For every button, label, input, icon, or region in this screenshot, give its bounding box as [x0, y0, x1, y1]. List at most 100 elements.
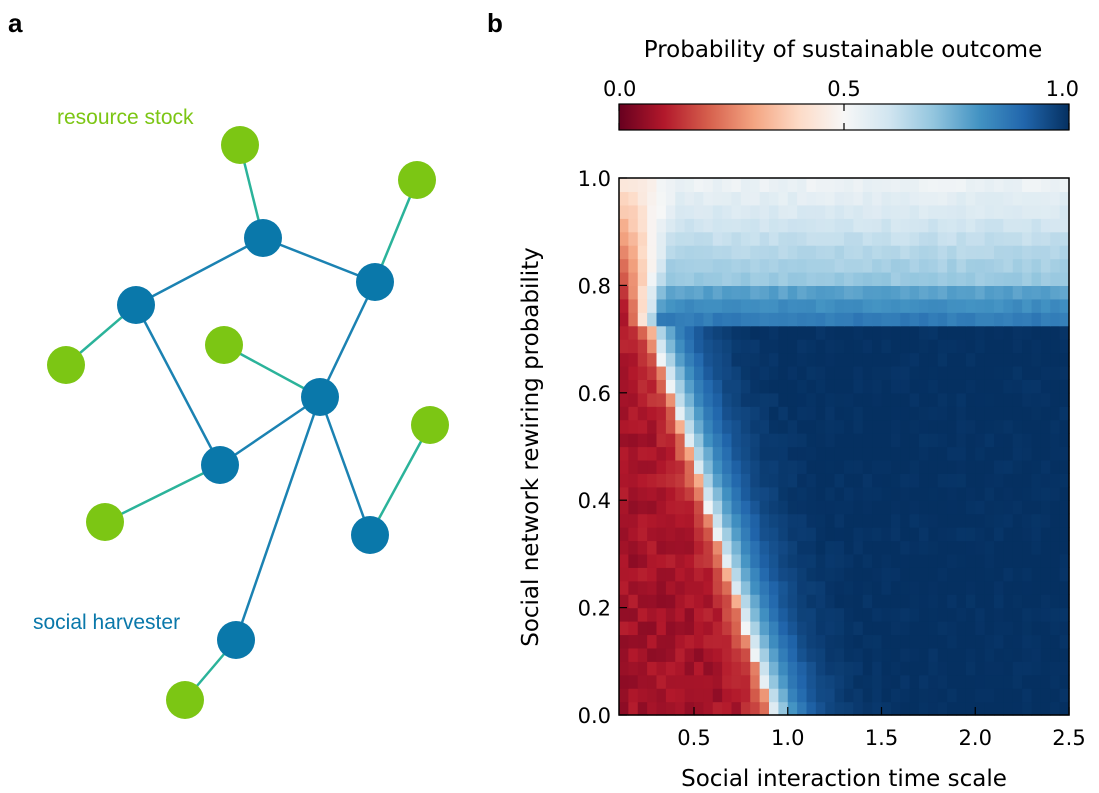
heatmap-cell [628, 486, 639, 501]
heatmap-cell [834, 312, 845, 327]
heatmap-cell [937, 634, 948, 649]
heatmap-cell [834, 527, 845, 542]
heatmap-cell [787, 500, 798, 515]
heatmap-cell [628, 433, 639, 448]
heatmap-cell [881, 580, 892, 595]
heatmap-cell [722, 191, 733, 206]
heatmap-cell [1050, 218, 1061, 233]
heatmap-cell [937, 406, 948, 421]
heatmap-cell [740, 580, 751, 595]
heatmap-cell [759, 567, 770, 582]
heatmap-cell [778, 285, 789, 300]
heatmap-cell [834, 258, 845, 273]
heatmap-cell [900, 178, 911, 193]
heatmap-cell [862, 285, 873, 300]
heatmap-cell [731, 245, 742, 260]
heatmap-cell [694, 473, 704, 488]
harvester-node [351, 516, 389, 554]
heatmap-cell [740, 419, 751, 434]
heatmap-cell [825, 419, 836, 434]
heatmap-cell [815, 178, 826, 193]
heatmap-cell [1040, 513, 1051, 528]
heatmap-cell [731, 446, 742, 461]
heatmap-cell [825, 433, 836, 448]
heatmap-cell [984, 218, 995, 233]
heatmap-cell [806, 285, 817, 300]
heatmap-cell [656, 365, 667, 380]
heatmap-cell [984, 540, 995, 555]
heatmap-cell [1031, 433, 1042, 448]
heatmap-cell [1040, 285, 1051, 300]
heatmap-cell [900, 245, 911, 260]
heatmap-cell [984, 298, 995, 313]
heatmap-cell [694, 392, 704, 407]
heatmap-cell [1022, 473, 1033, 488]
heatmap-cell [994, 553, 1004, 568]
heatmap-cell [825, 325, 836, 340]
heatmap-cell [703, 365, 714, 380]
heatmap-cell [806, 553, 817, 568]
heatmap-cell [787, 446, 798, 461]
heatmap-cell [628, 527, 639, 542]
heatmap-cell [853, 419, 864, 434]
heatmap-cell [881, 446, 892, 461]
heatmap-cell [712, 285, 723, 300]
heatmap-cell [665, 218, 676, 233]
heatmap-cell [815, 486, 826, 501]
heatmap-cell [1003, 419, 1014, 434]
heatmap-cell [1022, 567, 1033, 582]
heatmap-cell [975, 285, 986, 300]
heatmap-cell [965, 392, 976, 407]
heatmap-cell [694, 433, 704, 448]
heatmap-cell [1040, 553, 1051, 568]
heatmap-cell [862, 540, 873, 555]
heatmap-cell [703, 553, 714, 568]
heatmap-cell [928, 352, 939, 367]
heatmap-cell [890, 446, 901, 461]
heatmap-cell [1012, 701, 1023, 716]
heatmap-cell [984, 406, 995, 421]
heatmap-cell [1003, 553, 1014, 568]
heatmap-cell [665, 433, 676, 448]
heatmap-cell [703, 392, 714, 407]
heatmap-cell [1050, 594, 1061, 609]
heatmap-cell [731, 285, 742, 300]
heatmap-cell [956, 647, 967, 662]
heatmap-cell [731, 258, 742, 273]
heatmap-cell [872, 446, 883, 461]
heatmap-cell [769, 258, 779, 273]
heatmap-cell [731, 365, 742, 380]
heatmap-cell [994, 312, 1004, 327]
heatmap-cell [965, 178, 976, 193]
heatmap-cell [769, 285, 779, 300]
heatmap-cell [778, 298, 789, 313]
heatmap-cell [1050, 500, 1061, 515]
heatmap-cell [712, 621, 723, 636]
colorbar-tick-label: 1.0 [1046, 77, 1079, 101]
heatmap-cell [994, 473, 1004, 488]
heatmap-cell [665, 285, 676, 300]
heatmap-cell [956, 419, 967, 434]
heatmap-cell [900, 258, 911, 273]
heatmap-cell [1022, 540, 1033, 555]
heatmap-cell [1040, 379, 1051, 394]
heatmap-cell [834, 178, 845, 193]
heatmap-cell [881, 352, 892, 367]
heatmap-cell [928, 688, 939, 703]
heatmap-cell [1031, 325, 1042, 340]
heatmap-cell [797, 392, 808, 407]
heatmap-cell [665, 607, 676, 622]
heatmap-cell [1022, 500, 1033, 515]
heatmap-cell [975, 204, 986, 219]
heatmap-cell [759, 258, 770, 273]
heatmap-cell [750, 285, 761, 300]
heatmap-cell [1050, 258, 1061, 273]
heatmap-cell [684, 486, 695, 501]
heatmap-cell [656, 661, 667, 676]
heatmap-cell [1059, 607, 1070, 622]
heatmap-cell [1022, 245, 1033, 260]
heatmap-cell [665, 419, 676, 434]
heatmap-cell [722, 500, 733, 515]
heatmap-cell [787, 433, 798, 448]
heatmap-cell [956, 580, 967, 595]
